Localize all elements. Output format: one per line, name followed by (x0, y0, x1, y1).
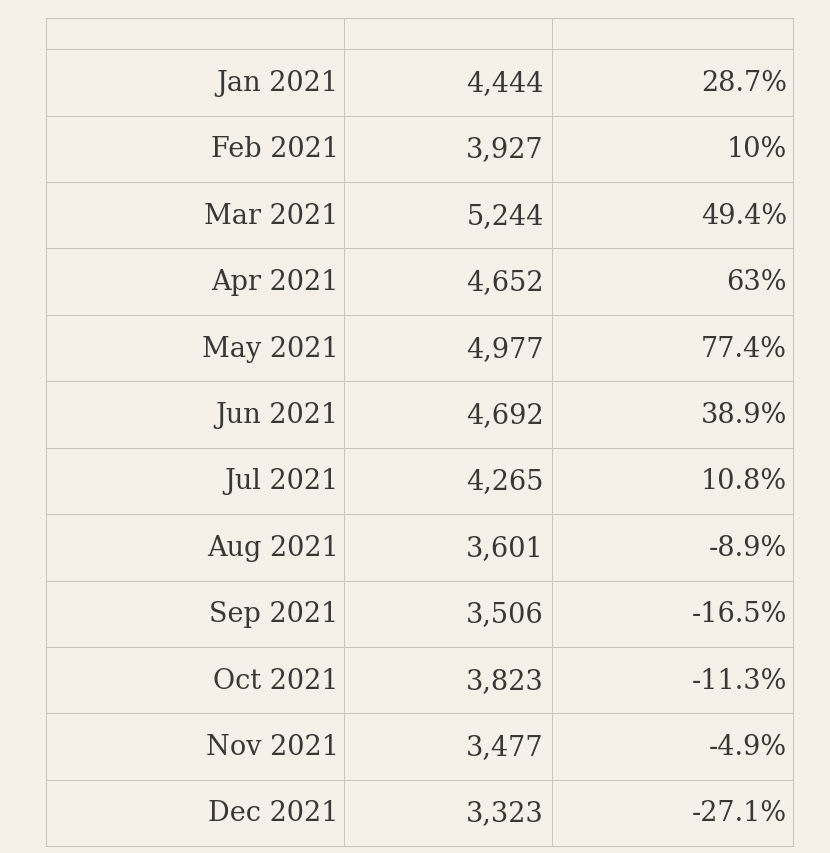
Text: -11.3%: -11.3% (691, 667, 787, 693)
Bar (46, 382, 793, 448)
Text: Jan 2021: Jan 2021 (217, 70, 339, 97)
Text: -4.9%: -4.9% (709, 734, 787, 760)
Bar (46, 50, 793, 117)
Text: Aug 2021: Aug 2021 (207, 534, 339, 561)
Text: Jun 2021: Jun 2021 (216, 402, 339, 428)
Text: 4,692: 4,692 (466, 402, 544, 428)
Text: -27.1%: -27.1% (691, 799, 787, 827)
Text: -16.5%: -16.5% (691, 601, 787, 628)
Bar (46, 19, 793, 846)
Bar (46, 316, 793, 382)
Text: Sep 2021: Sep 2021 (209, 601, 339, 628)
Text: Apr 2021: Apr 2021 (212, 269, 339, 296)
Text: 63%: 63% (726, 269, 787, 296)
Text: Dec 2021: Dec 2021 (208, 799, 339, 827)
Text: 3,601: 3,601 (466, 534, 544, 561)
Text: 10%: 10% (726, 136, 787, 163)
Text: 77.4%: 77.4% (701, 335, 787, 363)
Bar (46, 448, 793, 514)
Text: 3,506: 3,506 (466, 601, 544, 628)
Bar (46, 780, 793, 846)
Bar (46, 117, 793, 183)
Text: Jul 2021: Jul 2021 (224, 468, 339, 495)
Text: 3,323: 3,323 (466, 799, 544, 827)
Text: Nov 2021: Nov 2021 (206, 734, 339, 760)
Text: 4,977: 4,977 (466, 335, 544, 363)
Bar (46, 183, 793, 249)
Bar (46, 249, 793, 316)
Text: 10.8%: 10.8% (701, 468, 787, 495)
Text: 4,444: 4,444 (466, 70, 544, 97)
Bar (46, 647, 793, 713)
Text: 38.9%: 38.9% (701, 402, 787, 428)
Text: 4,652: 4,652 (466, 269, 544, 296)
Text: 3,823: 3,823 (466, 667, 544, 693)
Text: Feb 2021: Feb 2021 (211, 136, 339, 163)
Text: -8.9%: -8.9% (709, 534, 787, 561)
Text: 3,927: 3,927 (466, 136, 544, 163)
Bar (46, 19, 793, 50)
Bar (46, 713, 793, 780)
Text: 3,477: 3,477 (466, 734, 544, 760)
Text: Mar 2021: Mar 2021 (204, 202, 339, 229)
Text: May 2021: May 2021 (202, 335, 339, 363)
Bar (46, 581, 793, 647)
Text: Oct 2021: Oct 2021 (213, 667, 339, 693)
Text: 49.4%: 49.4% (701, 202, 787, 229)
Text: 5,244: 5,244 (466, 202, 544, 229)
Bar (46, 514, 793, 581)
Text: 4,265: 4,265 (466, 468, 544, 495)
Text: 28.7%: 28.7% (701, 70, 787, 97)
